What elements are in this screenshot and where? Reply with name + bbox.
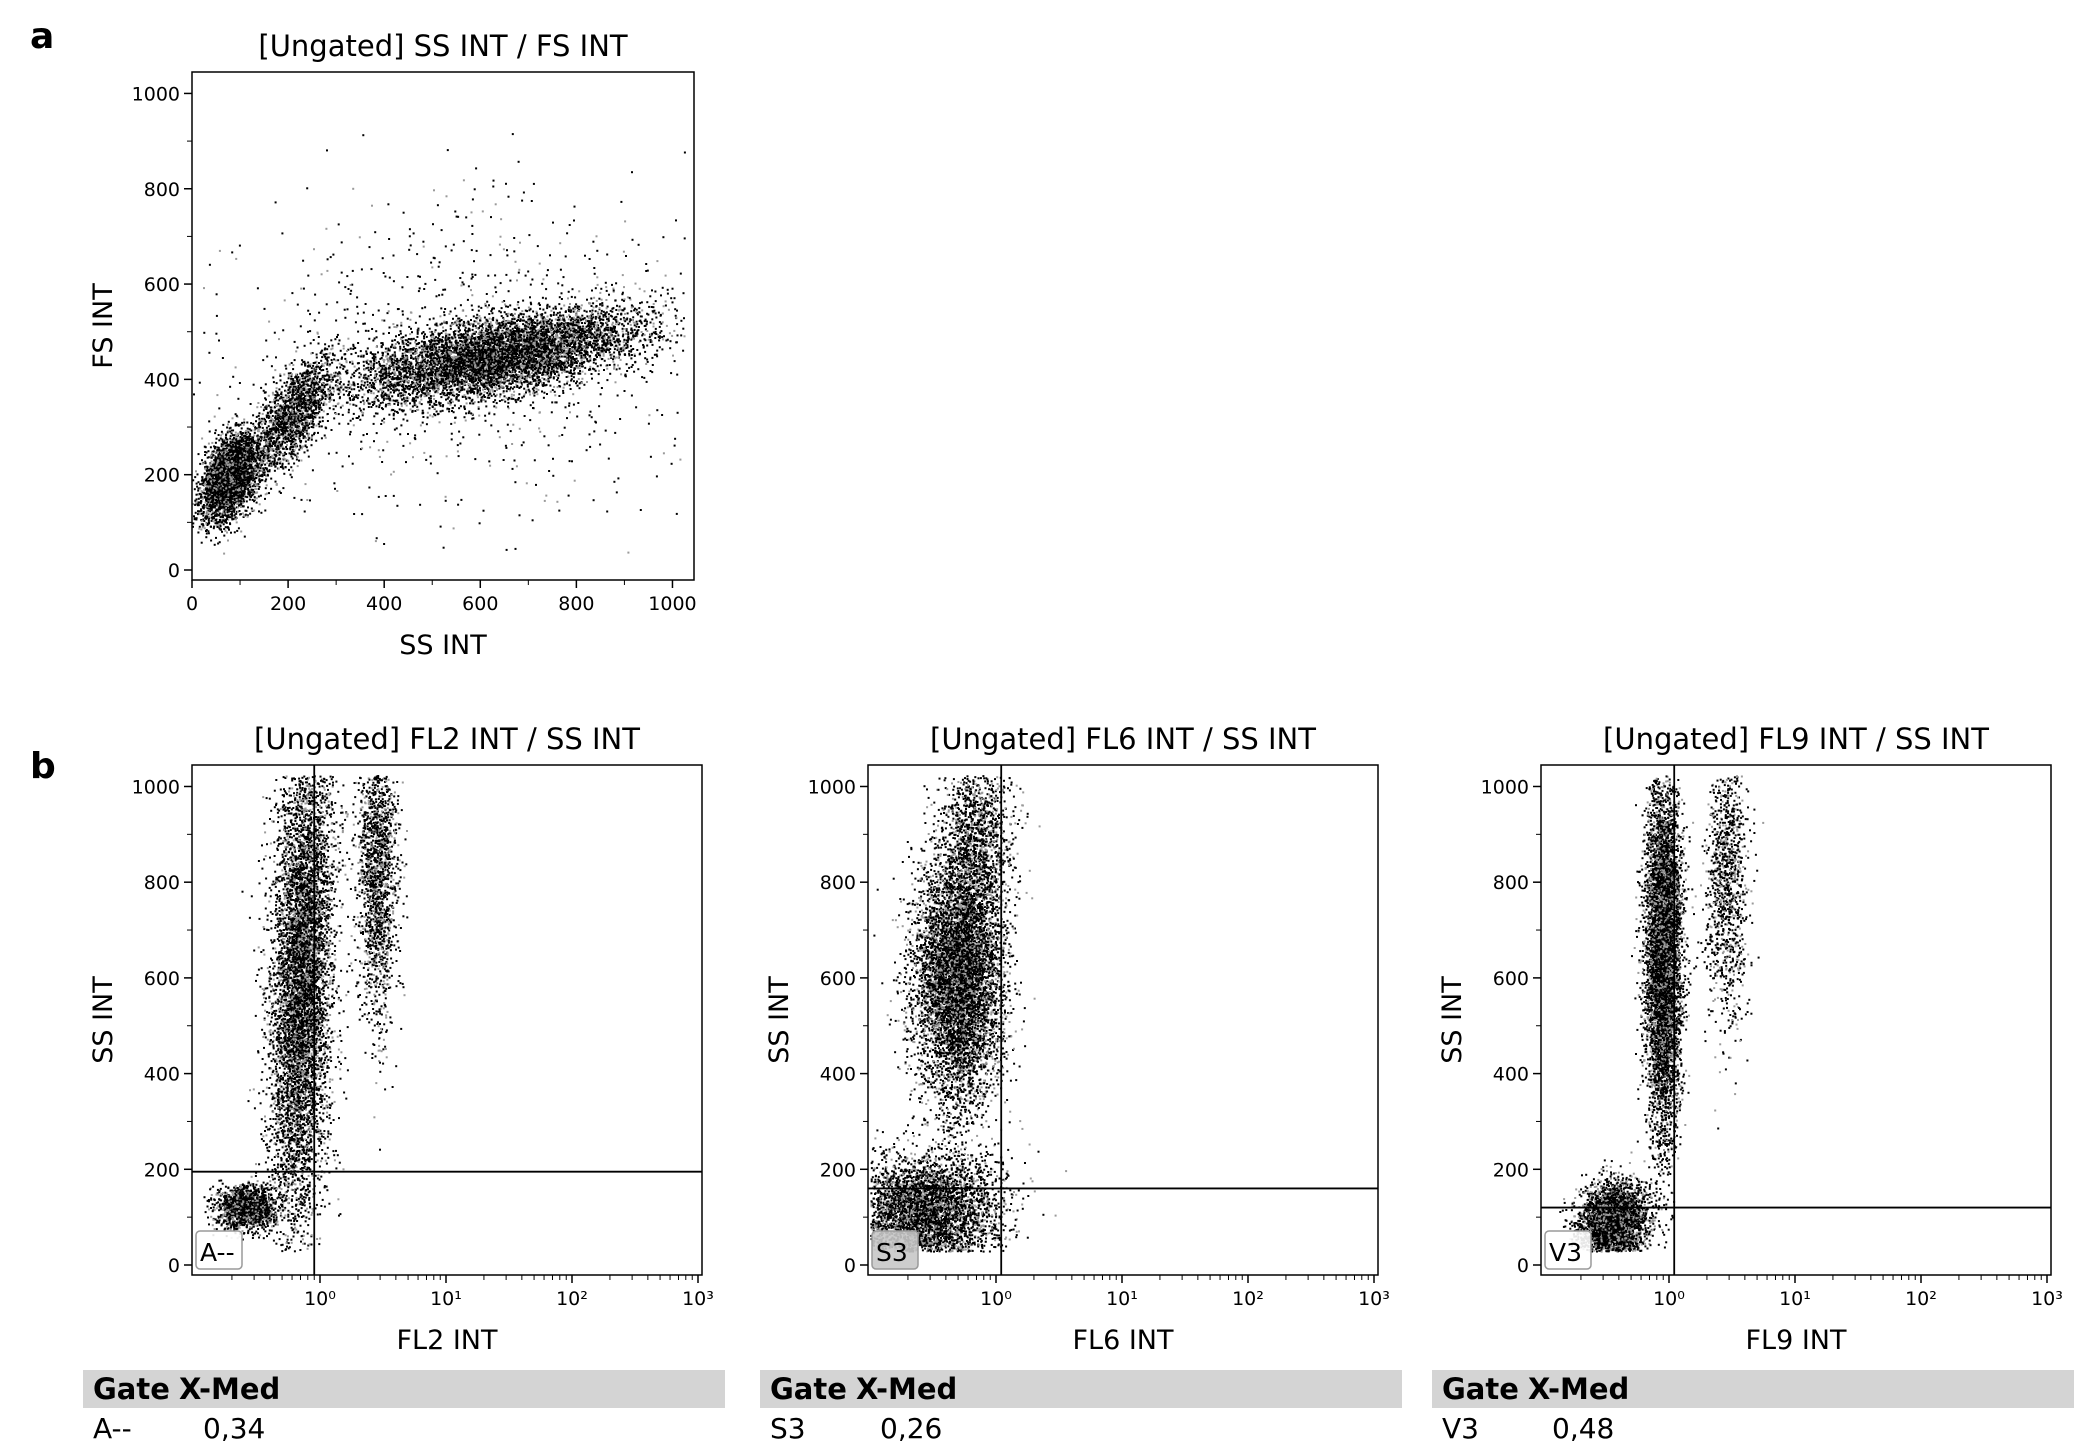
x-axis-label: FL2 INT <box>397 1325 498 1356</box>
y-tick-label: 600 <box>820 968 856 990</box>
x-tick-label: 800 <box>558 593 594 615</box>
x-tick-label: 10³ <box>1358 1288 1390 1310</box>
data-points <box>1559 775 1764 1252</box>
y-tick-label: 1000 <box>1481 776 1529 798</box>
y-tick-label: 200 <box>1493 1159 1529 1181</box>
y-tick-label: 0 <box>168 1255 180 1277</box>
stats-header-gate: Gate <box>760 1372 856 1406</box>
x-tick-label: 10² <box>1905 1288 1937 1310</box>
x-tick-label: 10⁰ <box>1653 1288 1685 1310</box>
x-tick-label: 10³ <box>2031 1288 2063 1310</box>
y-tick-label: 800 <box>144 872 180 894</box>
x-tick-label: 10² <box>556 1288 588 1310</box>
stats-header-gate: Gate <box>83 1372 179 1406</box>
scatter-plot-fl6-ss: [Ungated] FL6 INT / SS INT 0 200 400 600 800 1… <box>764 722 1390 1356</box>
gate-label: V3 <box>1549 1238 1582 1267</box>
stats-xmed: 0,26 <box>856 1412 942 1445</box>
stats-header-gate: Gate <box>1432 1372 1528 1406</box>
x-tick-label: 600 <box>462 593 498 615</box>
stats-xmed: 0,48 <box>1528 1412 1614 1445</box>
stats-header-xmed: X-Med <box>179 1372 280 1406</box>
stats-row: A-- 0,34 <box>83 1408 725 1448</box>
y-tick-label: 800 <box>144 179 180 201</box>
y-tick-label: 0 <box>168 560 180 582</box>
stats-table-fl9: Gate X-Med V3 0,48 <box>1432 1370 2074 1448</box>
data-points <box>204 775 409 1252</box>
stats-table-fl6: Gate X-Med S3 0,26 <box>760 1370 1402 1448</box>
y-tick-label: 0 <box>1517 1255 1529 1277</box>
chart-title: [Ungated] FL6 INT / SS INT <box>930 722 1316 756</box>
cluster-lymphocytes <box>192 398 287 555</box>
cluster-second <box>342 775 408 1151</box>
y-axis-label: FS INT <box>88 283 119 369</box>
data-points <box>192 133 686 554</box>
x-tick-label: 400 <box>366 593 402 615</box>
y-tick-label: 400 <box>144 369 180 391</box>
x-axis-label: FL6 INT <box>1073 1325 1174 1356</box>
stats-header: Gate X-Med <box>760 1370 1402 1408</box>
y-tick-label: 600 <box>144 968 180 990</box>
y-tick-label: 600 <box>1493 968 1529 990</box>
cluster-main <box>1631 775 1697 1248</box>
x-axis-label: SS INT <box>399 630 487 661</box>
x-axis-label: FL9 INT <box>1746 1325 1847 1356</box>
y-tick-label: 800 <box>820 872 856 894</box>
scatter-plot-fl9-ss: [Ungated] FL9 INT / SS INT 0 200 400 600 800 1… <box>1437 722 2063 1356</box>
x-tick-label: 10¹ <box>430 1288 462 1310</box>
scatter-plot-fl2-ss: [Ungated] FL2 INT / SS INT 0 200 400 600 800 1… <box>88 722 714 1356</box>
y-tick-label: 1000 <box>132 776 180 798</box>
y-axis-label: SS INT <box>88 976 119 1064</box>
y-tick-label: 200 <box>144 465 180 487</box>
stats-header-xmed: X-Med <box>856 1372 957 1406</box>
y-tick-label: 400 <box>1493 1064 1529 1086</box>
data-points <box>870 775 1067 1253</box>
x-tick-label: 0 <box>186 593 198 615</box>
stats-gate: S3 <box>760 1412 856 1445</box>
y-tick-label: 800 <box>1493 872 1529 894</box>
x-tick-label: 10³ <box>682 1288 714 1310</box>
stats-row: S3 0,26 <box>760 1408 1402 1448</box>
chart-title: [Ungated] FL9 INT / SS INT <box>1603 722 1989 756</box>
panel-label-b: b <box>30 746 56 787</box>
y-tick-label: 1000 <box>132 83 180 105</box>
x-tick-label: 10² <box>1232 1288 1264 1310</box>
scatter-plot-ss-fs: [Ungated] SS INT / FS INT 0 200 400 600 800 10… <box>88 29 697 661</box>
plot-frame <box>1541 765 2051 1275</box>
stats-gate: A-- <box>83 1412 179 1445</box>
chart-title: [Ungated] FL2 INT / SS INT <box>254 722 640 756</box>
y-axis-label: SS INT <box>764 976 795 1064</box>
y-tick-label: 400 <box>144 1064 180 1086</box>
x-tick-label: 1000 <box>648 593 696 615</box>
x-tick-label: 10¹ <box>1779 1288 1811 1310</box>
x-tick-label: 10⁰ <box>980 1288 1012 1310</box>
y-tick-label: 200 <box>820 1159 856 1181</box>
stats-gate: V3 <box>1432 1412 1528 1445</box>
plot-frame <box>192 72 694 580</box>
y-tick-label: 600 <box>144 274 180 296</box>
stats-header: Gate X-Med <box>1432 1370 2074 1408</box>
x-tick-label: 200 <box>270 593 306 615</box>
stats-header-xmed: X-Med <box>1528 1372 1629 1406</box>
y-tick-label: 0 <box>844 1255 856 1277</box>
x-tick-label: 10⁰ <box>304 1288 336 1310</box>
y-tick-label: 400 <box>820 1064 856 1086</box>
stats-table-fl2: Gate X-Med A-- 0,34 <box>83 1370 725 1448</box>
gate-label: A-- <box>200 1238 235 1267</box>
panel-label-a: a <box>30 16 54 57</box>
stats-xmed: 0,34 <box>179 1412 265 1445</box>
y-tick-label: 200 <box>144 1159 180 1181</box>
y-axis-label: SS INT <box>1437 976 1468 1064</box>
chart-title: [Ungated] SS INT / FS INT <box>258 29 627 63</box>
stats-row: V3 0,48 <box>1432 1408 2074 1448</box>
gate-label: S3 <box>876 1238 908 1267</box>
stats-header: Gate X-Med <box>83 1370 725 1408</box>
cluster-second <box>1692 775 1764 1129</box>
x-tick-label: 10¹ <box>1106 1288 1138 1310</box>
cluster-main <box>242 775 361 1252</box>
y-tick-label: 1000 <box>808 776 856 798</box>
